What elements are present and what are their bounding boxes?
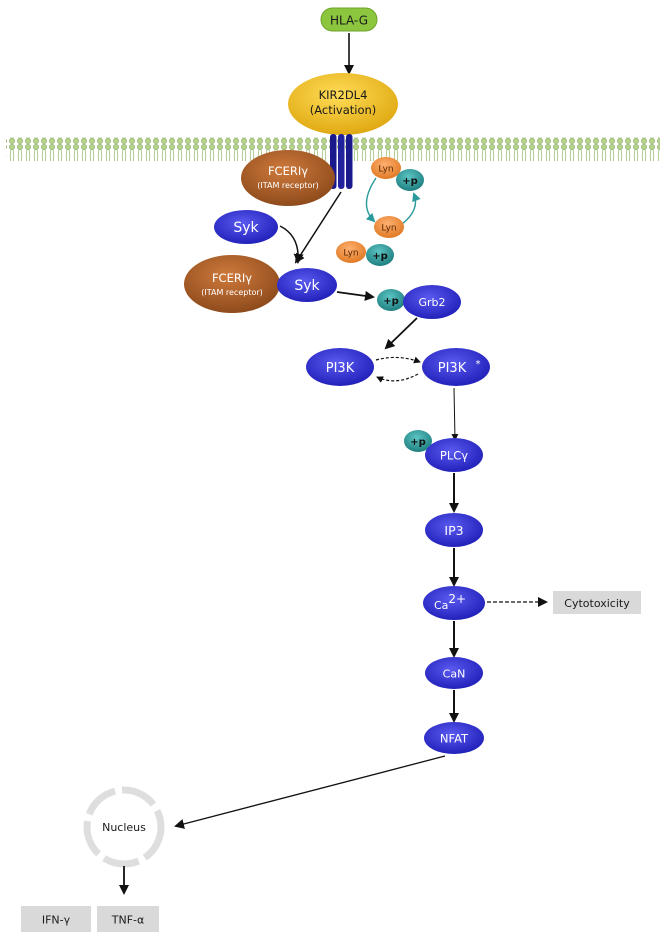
phospho-node-3	[377, 289, 405, 311]
syk-bound	[277, 268, 337, 302]
pi3k-active	[422, 348, 490, 386]
arrow-receptor-to-syk	[294, 191, 342, 264]
nucleus-label: Nucleus	[102, 821, 146, 834]
cytotoxicity-label: Cytotoxicity	[564, 597, 630, 610]
arrow-syk-to-grb2	[336, 290, 375, 301]
syk-bound-label: Syk	[294, 278, 320, 294]
lyn-label-1: Lyn	[378, 165, 393, 175]
lyn-label-2: Lyn	[381, 224, 396, 234]
pi3k-active-mark: *	[476, 359, 481, 370]
arrow-nfat-to-nucleus	[174, 755, 446, 829]
arrow-lyn-cycle-down	[365, 177, 377, 223]
ip3-label: IP3	[444, 523, 463, 538]
arrow-grb2-to-pi3k	[384, 317, 418, 350]
nfat-label: NFAT	[440, 732, 469, 746]
hla-g-label: HLA-G	[330, 14, 368, 28]
grb2-node	[403, 285, 461, 319]
lyn-label-3: Lyn	[343, 249, 358, 259]
plcg-label: PLCγ	[440, 449, 468, 463]
fceri-bottom-name: FCERIγ	[212, 271, 252, 285]
plcg-node	[425, 438, 483, 472]
tnf-alpha-box	[97, 906, 159, 932]
calcium-charge: 2+	[448, 592, 466, 606]
kir2dl4-state: (Activation)	[310, 103, 377, 117]
fceri-top-name: FCERIγ	[268, 164, 308, 178]
phospho-label-2: +p	[372, 251, 388, 262]
kir2dl4-label: KIR2DL4	[319, 88, 368, 102]
syk-free	[214, 210, 278, 244]
lyn-node-3	[336, 241, 366, 263]
kir2dl4-receptor	[288, 73, 398, 135]
lyn-node-2	[374, 216, 404, 238]
fceri-gamma-top	[241, 150, 335, 206]
arrow-syk-to-complex	[279, 225, 304, 264]
arrow-pi3k-to-plcg	[451, 387, 459, 441]
tnf-alpha-label: TNF-α	[111, 914, 145, 927]
fceri-gamma-bottom	[184, 255, 280, 313]
ifn-gamma-label: IFN-γ	[42, 914, 71, 927]
hla-g-ligand	[320, 7, 378, 32]
phospho-label-1: +p	[402, 176, 418, 187]
nucleus-envelope	[83, 786, 165, 868]
arrow-pi3k-deactivate	[376, 373, 419, 383]
nfat-node	[424, 722, 484, 754]
fceri-top-sub: (ITAM receptor)	[257, 181, 319, 190]
calcium-node	[423, 586, 485, 620]
cytotoxicity-box	[553, 591, 641, 614]
ifn-gamma-box	[21, 906, 91, 932]
lyn-node-1	[371, 157, 401, 179]
can-node	[425, 657, 483, 689]
pi3k-inactive-label: PI3K	[326, 361, 355, 376]
pi3k-active-label: PI3K	[438, 361, 467, 376]
ip3-node	[425, 513, 483, 547]
phospho-node-2	[366, 244, 394, 266]
can-label: CaN	[443, 668, 466, 681]
arrow-lyn-cycle-up	[401, 192, 421, 225]
phospho-label-3: +p	[383, 296, 399, 307]
phospho-node-1	[396, 169, 424, 191]
phospho-node-4	[404, 430, 432, 452]
syk-free-label: Syk	[233, 220, 259, 236]
pi3k-inactive	[306, 348, 374, 386]
phospho-label-4: +p	[410, 437, 426, 448]
calcium-base: Ca	[434, 599, 448, 612]
grb2-label: Grb2	[418, 296, 445, 309]
arrow-pi3k-activate	[375, 356, 421, 364]
fceri-bottom-sub: (ITAM receptor)	[201, 288, 263, 297]
calcium-label: Ca2+	[434, 592, 466, 612]
